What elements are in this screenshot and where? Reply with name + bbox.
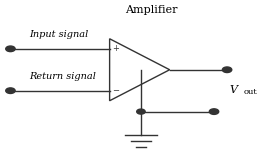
Circle shape <box>209 109 219 114</box>
Text: +: + <box>112 44 119 53</box>
Text: out: out <box>244 88 258 96</box>
Text: Amplifier: Amplifier <box>125 5 178 15</box>
Circle shape <box>6 46 15 52</box>
Circle shape <box>222 67 232 73</box>
Text: V: V <box>230 85 238 95</box>
Text: Input signal: Input signal <box>29 30 88 39</box>
Text: −: − <box>112 86 119 95</box>
Circle shape <box>6 88 15 93</box>
Circle shape <box>137 109 145 114</box>
Text: Return signal: Return signal <box>29 72 96 81</box>
